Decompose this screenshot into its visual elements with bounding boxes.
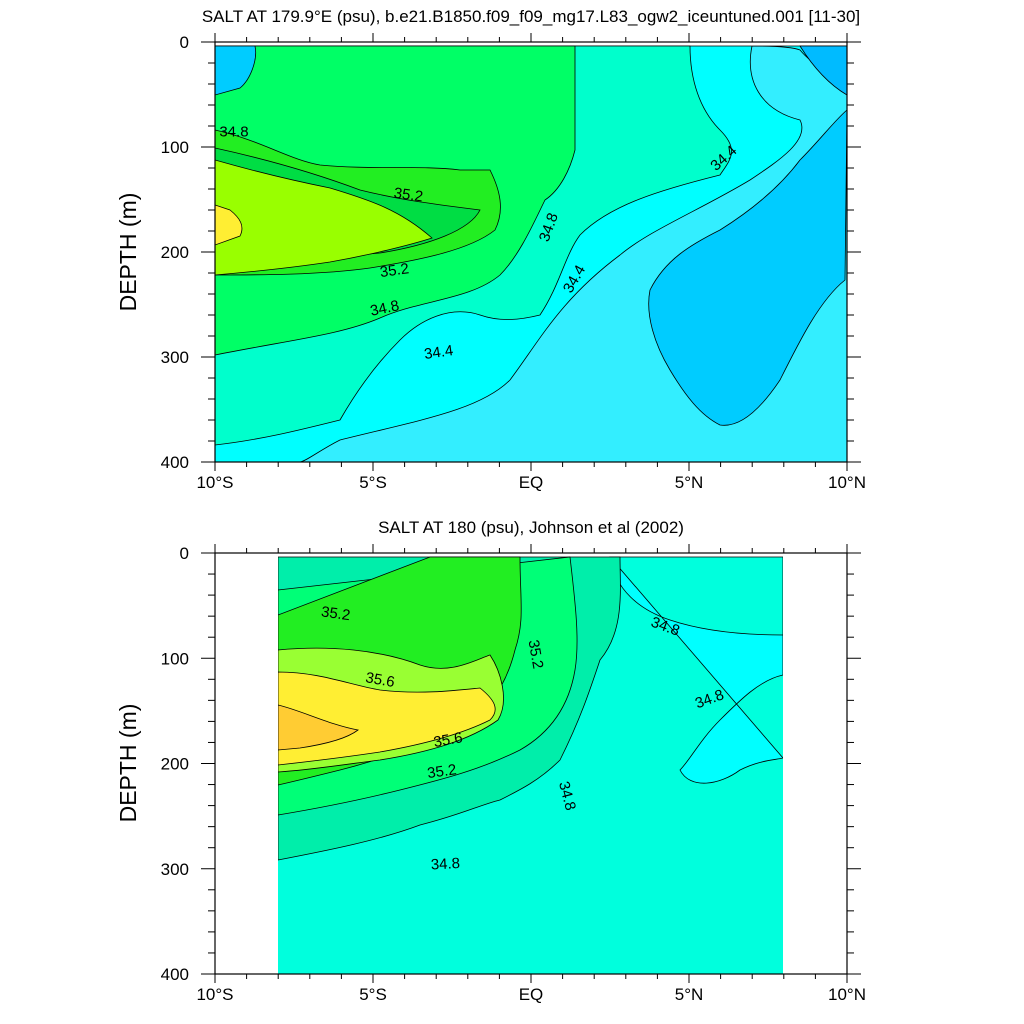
fill-34.2-34.4 [648, 109, 847, 426]
contour-label: 35.2 [525, 638, 547, 670]
contour-label: 34.8 [369, 297, 401, 320]
panel-obs-title: SALT AT 180 (psu), Johnson et al (2002) [378, 518, 684, 537]
x-tick-label: 5°N [675, 985, 704, 1004]
contour-label: 34.4 [423, 342, 454, 363]
contour-label: 35.2 [320, 603, 351, 624]
fill-34.2-34.4-nw [215, 45, 257, 96]
x-tick-label: 10°S [196, 473, 233, 492]
y-tick-label: 0 [180, 33, 189, 52]
fill-35.8-36.0 [278, 704, 359, 751]
y-tick-label: 300 [161, 860, 189, 879]
fill-34.4-34.6-ne [609, 556, 783, 784]
panel-model-ylabel: DEPTH (m) [115, 193, 141, 312]
contour-label: 34.8 [555, 780, 579, 813]
contour-label: 35.6 [364, 669, 396, 691]
panel-model-contours [215, 45, 847, 462]
x-tick-label: 10°N [828, 985, 866, 1004]
y-tick-label: 100 [161, 138, 189, 157]
x-tick-label: 5°N [675, 473, 704, 492]
panel-model-xticks: 10°S 5°S EQ 5°N 10°N [196, 33, 866, 492]
contour-label: 35.2 [393, 185, 424, 206]
panel-obs-contours [278, 556, 783, 974]
y-tick-label: 400 [161, 965, 189, 984]
fill-35.8-36.0 [215, 204, 243, 246]
y-tick-label: 400 [161, 453, 189, 472]
y-tick-label: 100 [161, 649, 189, 668]
x-tick-label: 10°N [828, 473, 866, 492]
y-tick-label: 200 [161, 243, 189, 262]
panel-obs-axes: 10°S 5°S EQ 5°N 10°N 0 100 200 300 400 35.2 35.6 3… [161, 544, 866, 1004]
y-tick-label: 200 [161, 755, 189, 774]
contour-label: 34.8 [219, 124, 248, 141]
panel-model: SALT AT 179.9°E (psu), b.e21.B1850.f09_f… [115, 7, 866, 492]
panel-obs-xticks: 10°S 5°S EQ 5°N 10°N [196, 544, 866, 1004]
contour-label: 35.2 [379, 260, 410, 281]
x-tick-label: EQ [519, 985, 544, 1004]
contour-label: 35.2 [426, 761, 457, 782]
panel-obs-yticks: 0 100 200 300 400 [161, 544, 861, 984]
x-tick-label: 5°S [359, 985, 387, 1004]
panel-obs-ylabel: DEPTH (m) [115, 704, 141, 823]
x-tick-label: 5°S [359, 473, 387, 492]
x-tick-label: 10°S [196, 985, 233, 1004]
x-tick-label: EQ [519, 473, 544, 492]
y-tick-label: 300 [161, 348, 189, 367]
contour-label: 34.8 [430, 855, 460, 874]
y-tick-label: 0 [180, 544, 189, 563]
panel-model-title: SALT AT 179.9°E (psu), b.e21.B1850.f09_f… [202, 7, 860, 26]
panel-obs: SALT AT 180 (psu), Johnson et al (2002) … [115, 518, 866, 1004]
fill-35.6-35.8 [215, 159, 433, 276]
contour-label: 35.6 [432, 729, 464, 751]
panel-model-yticks: 0 100 200 300 400 [161, 33, 861, 472]
